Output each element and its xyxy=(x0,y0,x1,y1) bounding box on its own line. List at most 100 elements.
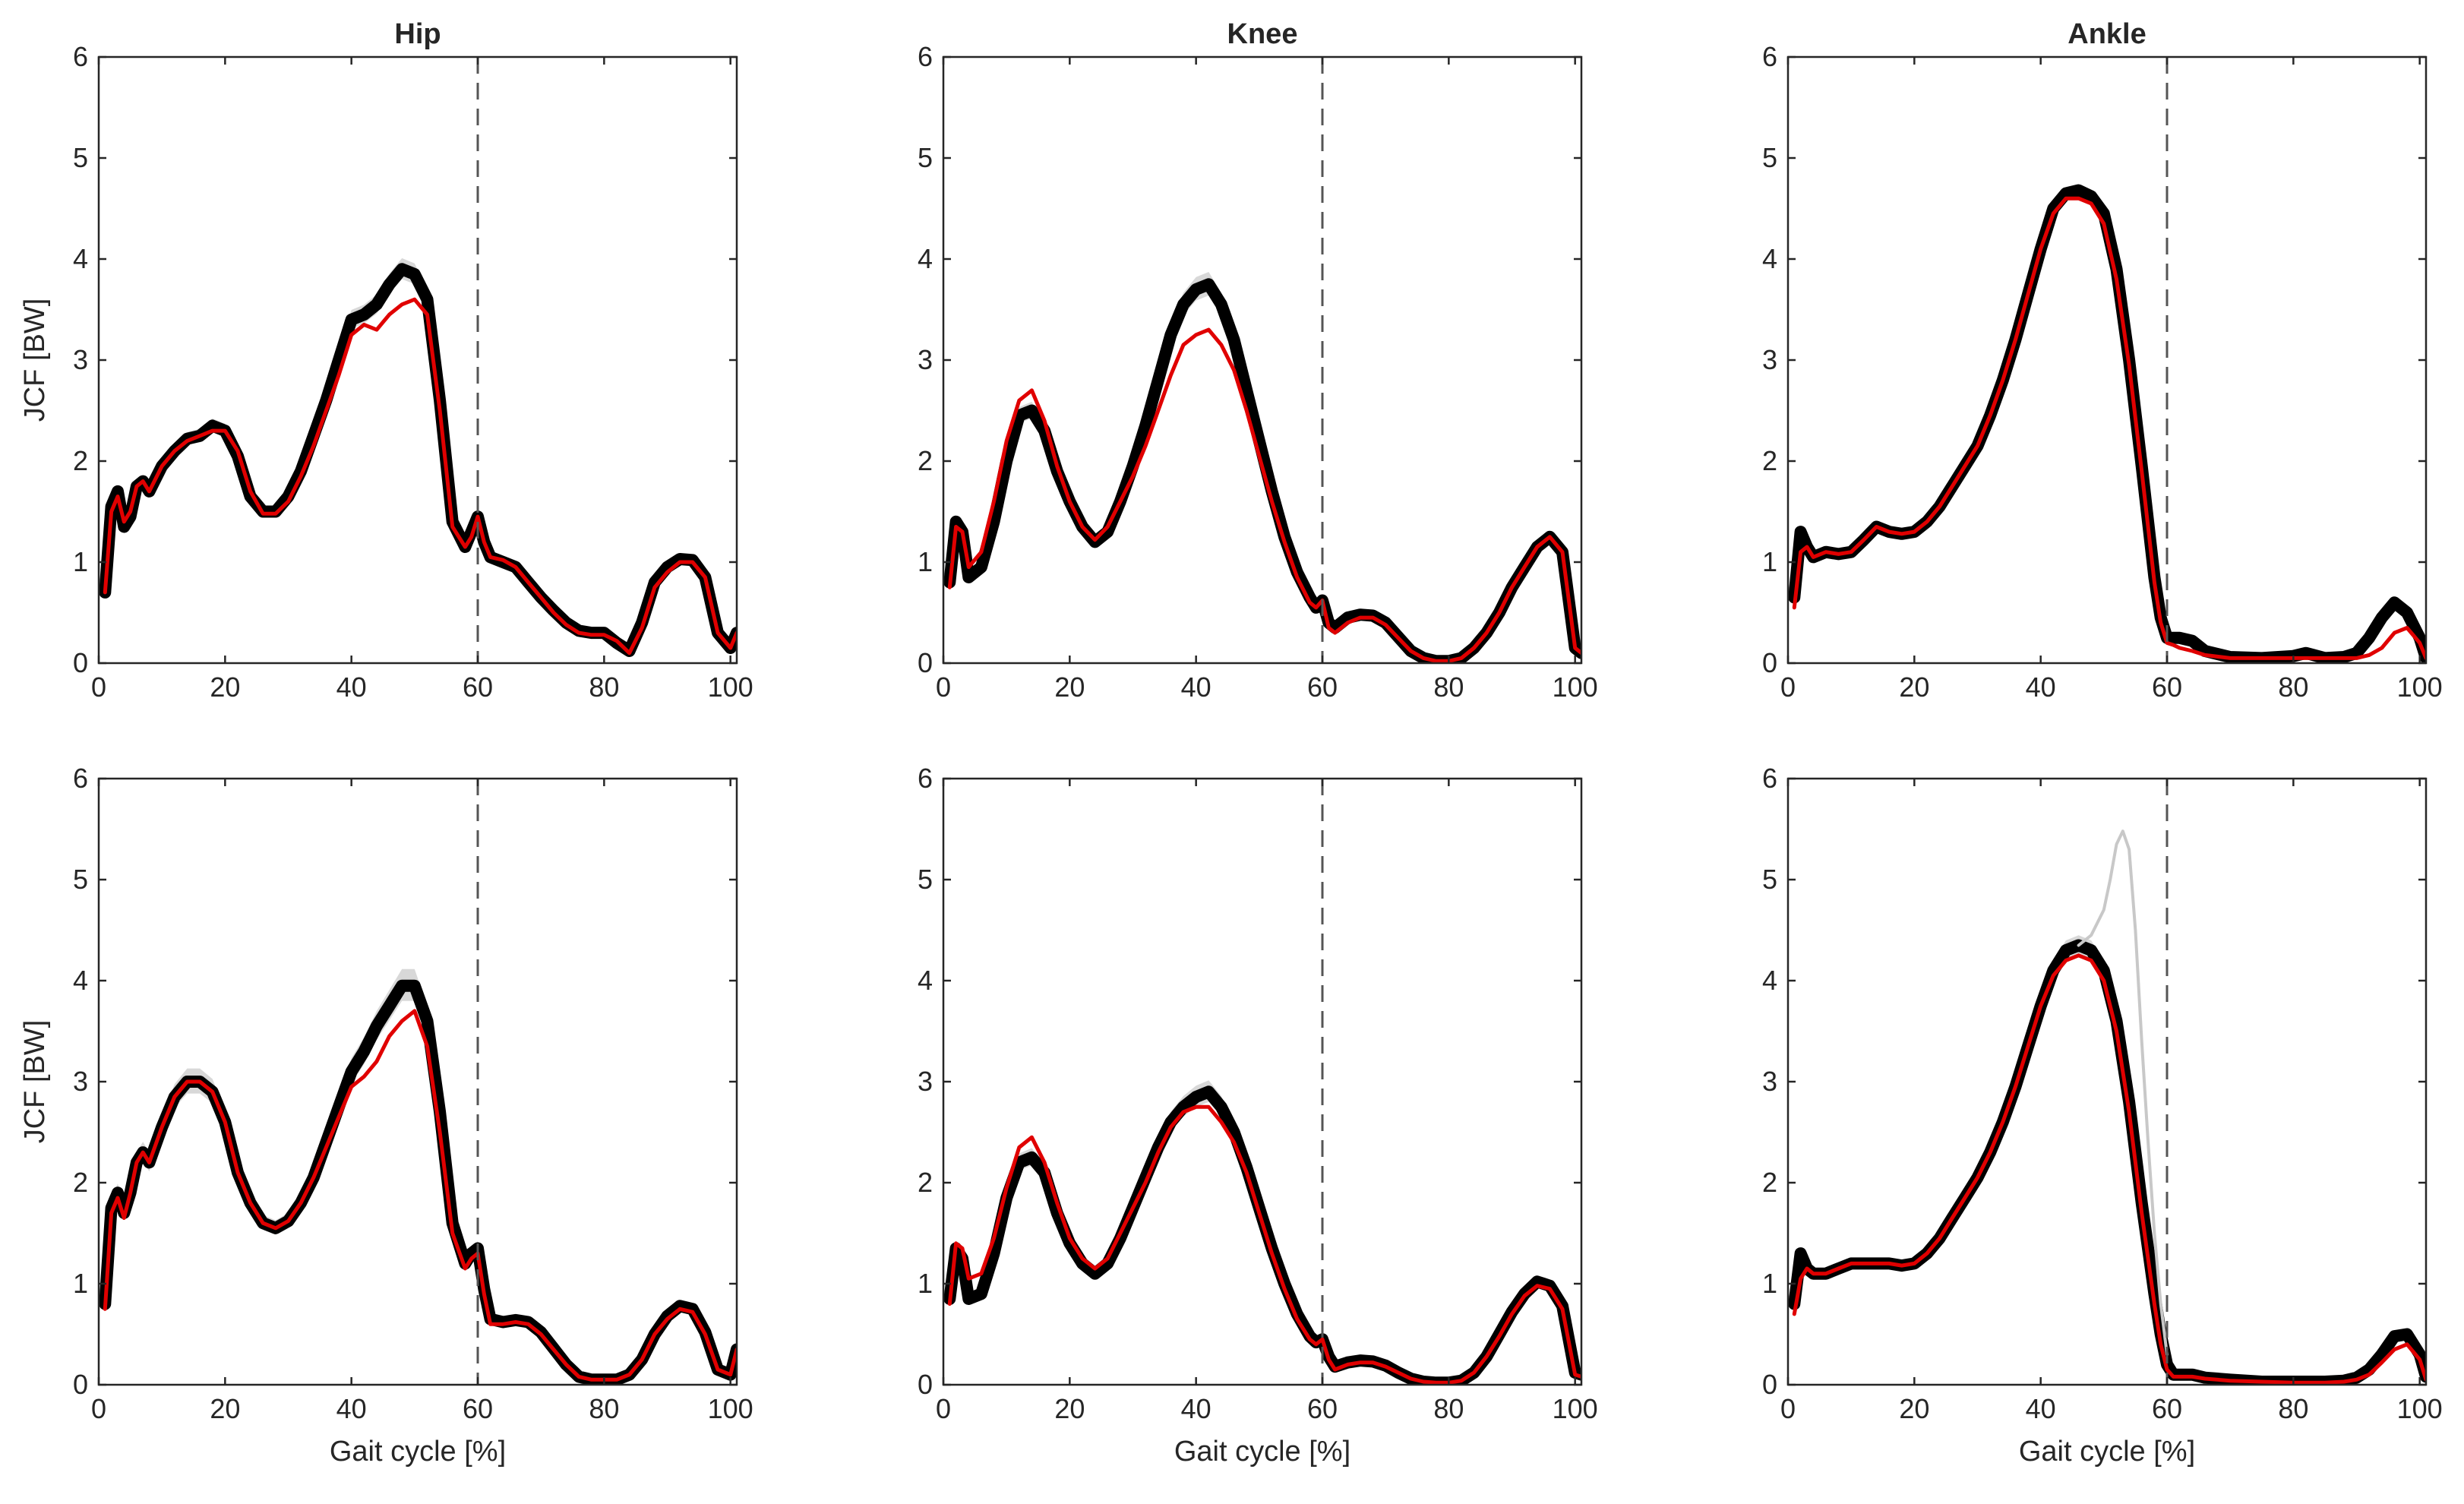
x-tick-label: 0 xyxy=(91,671,106,703)
y-tick-label: 3 xyxy=(918,1066,933,1097)
x-tick-label: 40 xyxy=(1181,671,1211,703)
series-0-line xyxy=(103,297,737,656)
series-group xyxy=(943,272,1581,663)
y-tick-label: 4 xyxy=(73,965,88,996)
series-0-line xyxy=(947,327,1581,663)
x-tick-label: 100 xyxy=(2397,1393,2443,1424)
y-tick-label: 2 xyxy=(1762,445,1777,476)
y-tick-label: 0 xyxy=(1762,647,1777,678)
series-group xyxy=(943,1080,1581,1385)
chart-panel-bottom-left: 0 20 40 60 80 100 0 1 2 3 4 5 6 Gait cycle [%] JCF [BW… xyxy=(19,763,753,1468)
plot-area xyxy=(943,779,1581,1385)
x-tick-label: 40 xyxy=(336,671,367,703)
y-axis-label: JCF [BW] xyxy=(19,1020,51,1144)
y-tick-label: 4 xyxy=(73,243,88,274)
y-tick-label: 6 xyxy=(73,41,88,72)
y-tick-label: 1 xyxy=(73,1268,88,1299)
y-tick-label: 5 xyxy=(918,864,933,895)
chart-panel-bottom-right: 0 20 40 60 80 100 0 1 2 3 4 5 6 Gait cycle [%] xyxy=(1762,763,2443,1468)
series-2-line xyxy=(2077,829,2169,1357)
series-0-line xyxy=(1792,953,2426,1385)
chart-panel-top-right: 0 20 40 60 80 100 0 1 2 3 4 5 6 Ankle xyxy=(1762,18,2443,703)
x-axis-label: Gait cycle [%] xyxy=(330,1436,506,1468)
x-tick-label: 100 xyxy=(1553,1393,1598,1424)
x-tick-label: 40 xyxy=(2026,671,2056,703)
plot-area xyxy=(1788,57,2426,663)
y-tick-label: 0 xyxy=(73,647,88,678)
y-tick-label: 1 xyxy=(73,546,88,577)
y-tick-label: 1 xyxy=(918,546,933,577)
chart-panel-top-left: 0 20 40 60 80 100 0 1 2 3 4 5 6 Hip JCF [BW] xyxy=(19,18,753,703)
y-tick-label: 2 xyxy=(1762,1167,1777,1198)
x-tick-label: 100 xyxy=(1553,671,1598,703)
x-tick-label: 40 xyxy=(2026,1393,2056,1424)
x-tick-label: 60 xyxy=(2152,671,2182,703)
x-tick-label: 60 xyxy=(1307,671,1338,703)
x-tick-label: 60 xyxy=(463,1393,493,1424)
y-tick-label: 3 xyxy=(1762,344,1777,375)
x-tick-label: 60 xyxy=(2152,1393,2182,1424)
panel-title: Knee xyxy=(1227,18,1298,50)
x-tick-label: 0 xyxy=(936,671,951,703)
y-tick-label: 6 xyxy=(918,41,933,72)
y-tick-label: 3 xyxy=(918,344,933,375)
x-tick-label: 80 xyxy=(1433,1393,1464,1424)
y-tick-label: 5 xyxy=(918,142,933,173)
y-tick-label: 6 xyxy=(918,763,933,794)
y-tick-label: 4 xyxy=(1762,965,1777,996)
x-tick-label: 0 xyxy=(1780,671,1796,703)
x-tick-label: 60 xyxy=(463,671,493,703)
chart-panel-top-middle: 0 20 40 60 80 100 0 1 2 3 4 5 6 Knee xyxy=(918,18,1598,703)
y-tick-label: 4 xyxy=(1762,243,1777,274)
series-group xyxy=(1788,184,2426,663)
x-tick-label: 100 xyxy=(708,671,753,703)
y-tick-label: 5 xyxy=(73,864,88,895)
y-tick-label: 0 xyxy=(918,647,933,678)
y-tick-label: 2 xyxy=(73,1167,88,1198)
x-axis-label: Gait cycle [%] xyxy=(2019,1436,2195,1468)
panel-title: Hip xyxy=(394,18,441,50)
y-tick-label: 4 xyxy=(918,965,933,996)
series-0-line xyxy=(1792,196,2426,660)
y-tick-label: 1 xyxy=(918,1268,933,1299)
plot-area xyxy=(99,57,737,663)
plot-area xyxy=(1788,779,2426,1385)
x-tick-label: 40 xyxy=(336,1393,367,1424)
y-tick-label: 6 xyxy=(73,763,88,794)
x-tick-label: 80 xyxy=(2278,671,2308,703)
y-tick-label: 3 xyxy=(1762,1066,1777,1097)
y-tick-label: 5 xyxy=(1762,142,1777,173)
x-tick-label: 0 xyxy=(936,1393,951,1424)
x-tick-label: 20 xyxy=(1054,671,1085,703)
y-tick-label: 1 xyxy=(1762,546,1777,577)
x-tick-label: 0 xyxy=(1780,1393,1796,1424)
y-tick-label: 4 xyxy=(918,243,933,274)
x-tick-label: 0 xyxy=(91,1393,106,1424)
y-tick-label: 0 xyxy=(73,1369,88,1400)
y-tick-label: 0 xyxy=(1762,1369,1777,1400)
series-0-line xyxy=(947,1104,1581,1385)
x-tick-label: 80 xyxy=(2278,1393,2308,1424)
x-tick-label: 80 xyxy=(589,1393,619,1424)
x-tick-label: 20 xyxy=(1899,671,1929,703)
y-tick-label: 6 xyxy=(1762,763,1777,794)
x-tick-label: 80 xyxy=(1433,671,1464,703)
x-tick-label: 20 xyxy=(1899,1393,1929,1424)
y-tick-label: 3 xyxy=(73,1066,88,1097)
y-tick-label: 5 xyxy=(73,142,88,173)
y-tick-label: 3 xyxy=(73,344,88,375)
y-tick-label: 0 xyxy=(918,1369,933,1400)
panel-title: Ankle xyxy=(2068,18,2146,50)
y-tick-label: 2 xyxy=(918,445,933,476)
x-tick-label: 20 xyxy=(210,671,240,703)
y-tick-label: 2 xyxy=(918,1167,933,1198)
x-tick-label: 80 xyxy=(589,671,619,703)
y-tick-label: 1 xyxy=(1762,1268,1777,1299)
x-tick-label: 20 xyxy=(210,1393,240,1424)
x-tick-label: 100 xyxy=(708,1393,753,1424)
x-tick-label: 100 xyxy=(2397,671,2443,703)
series-group xyxy=(99,968,737,1385)
series-group xyxy=(99,258,737,657)
